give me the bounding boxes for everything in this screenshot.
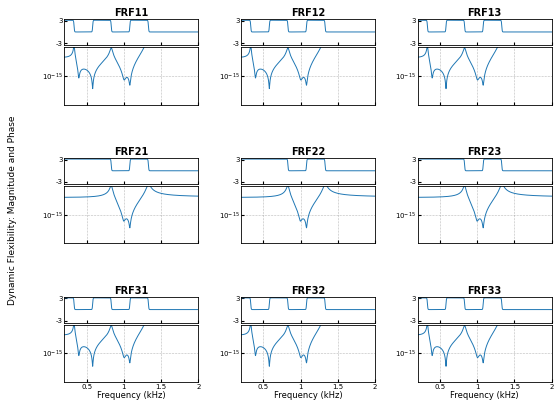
Title: FRF23: FRF23 <box>468 147 502 157</box>
Text: Dynamic Flexibility: Magnitude and Phase: Dynamic Flexibility: Magnitude and Phase <box>8 115 17 305</box>
Title: FRF12: FRF12 <box>291 8 325 18</box>
X-axis label: Frequency (kHz): Frequency (kHz) <box>274 391 342 400</box>
X-axis label: Frequency (kHz): Frequency (kHz) <box>450 391 519 400</box>
X-axis label: Frequency (kHz): Frequency (kHz) <box>97 391 166 400</box>
Title: FRF21: FRF21 <box>114 147 148 157</box>
Title: FRF22: FRF22 <box>291 147 325 157</box>
Title: FRF11: FRF11 <box>114 8 148 18</box>
Title: FRF31: FRF31 <box>114 286 148 296</box>
Title: FRF33: FRF33 <box>468 286 502 296</box>
Title: FRF32: FRF32 <box>291 286 325 296</box>
Title: FRF13: FRF13 <box>468 8 502 18</box>
